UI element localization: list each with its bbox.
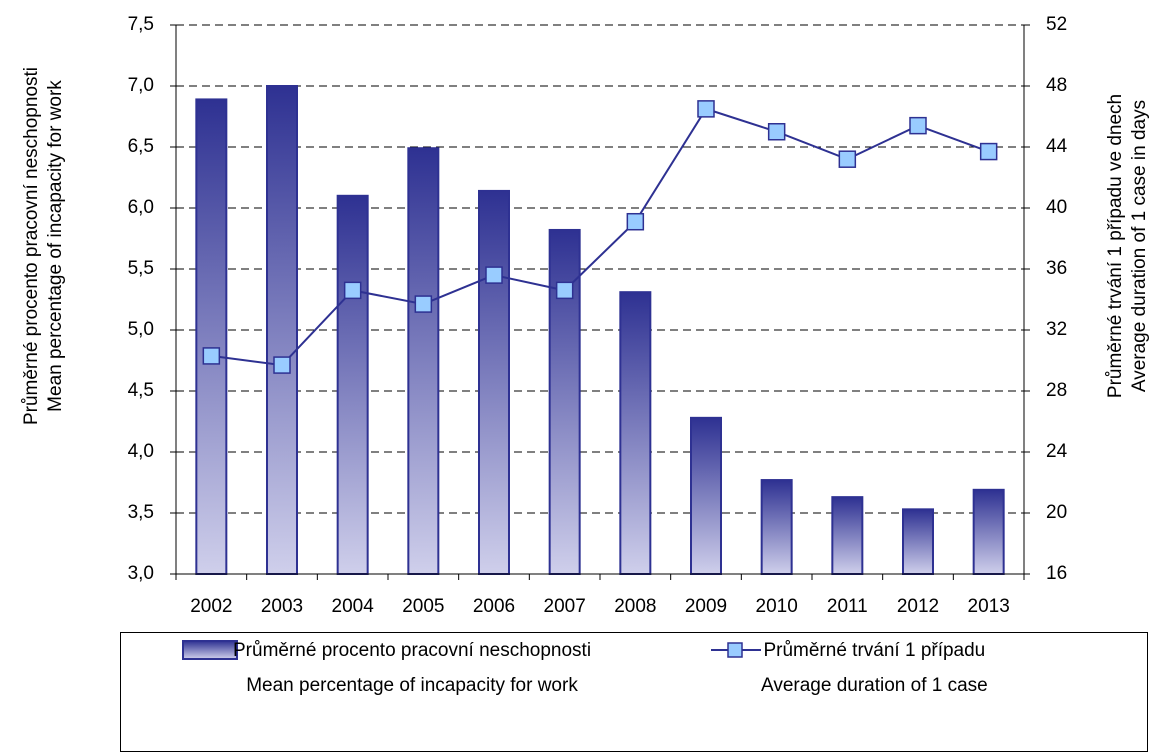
bar bbox=[407, 147, 440, 575]
y2-tick-label: 24 bbox=[1046, 441, 1068, 462]
y-tick-label: 7,5 bbox=[128, 14, 154, 35]
bar bbox=[266, 85, 298, 575]
y2-tick-label: 48 bbox=[1046, 75, 1067, 96]
y-tick-label: 6,5 bbox=[128, 136, 154, 157]
x-tick-label: 2011 bbox=[827, 596, 868, 617]
marker bbox=[485, 266, 503, 284]
y2-tick-label: 20 bbox=[1046, 502, 1067, 523]
y2-tick-label: 40 bbox=[1046, 197, 1067, 218]
y-tick-label: 5,0 bbox=[128, 319, 154, 340]
x-tick-label: 2004 bbox=[332, 596, 375, 617]
marker bbox=[343, 281, 362, 300]
y2-tick-label: 36 bbox=[1046, 258, 1067, 279]
bar bbox=[478, 189, 510, 575]
bar bbox=[548, 228, 581, 576]
bar bbox=[195, 98, 228, 575]
bar bbox=[760, 479, 793, 575]
x-tick-label: 2010 bbox=[756, 596, 798, 617]
marker bbox=[555, 281, 574, 300]
x-tick-label: 2009 bbox=[685, 596, 727, 617]
legend-label: Průměrné procento pracovní neschopnosti … bbox=[233, 640, 592, 696]
y-tick-label: 3,5 bbox=[128, 502, 154, 523]
legend: Průměrné procento pracovní neschopnosti … bbox=[120, 632, 1148, 752]
marker bbox=[838, 150, 857, 168]
marker bbox=[979, 142, 998, 161]
marker bbox=[414, 295, 433, 313]
x-tick-label: 2003 bbox=[261, 596, 303, 617]
marker bbox=[626, 212, 645, 231]
y-tick-label: 5,5 bbox=[128, 258, 154, 279]
y2-axis-title: Průměrné trvání 1 případu ve dnech Avera… bbox=[1105, 93, 1150, 399]
marker bbox=[273, 356, 291, 374]
bar bbox=[972, 488, 1005, 576]
x-tick-label: 2002 bbox=[190, 596, 232, 617]
line bbox=[211, 107, 990, 367]
y2-tick-label: 44 bbox=[1046, 136, 1068, 157]
bar bbox=[619, 291, 652, 575]
marker bbox=[202, 347, 221, 365]
y2-tick-label: 32 bbox=[1046, 319, 1067, 340]
x-tick-label: 2005 bbox=[402, 596, 444, 617]
x-tick-label: 2013 bbox=[968, 596, 1010, 617]
legend-bar-symbol bbox=[182, 640, 238, 660]
legend-label: Průměrné trvání 1 případu Average durati… bbox=[761, 640, 988, 696]
y2-tick-label: 52 bbox=[1046, 14, 1067, 35]
legend-symbols bbox=[182, 640, 761, 660]
y2-tick-label: 16 bbox=[1046, 563, 1067, 584]
marker bbox=[909, 116, 927, 135]
bar bbox=[902, 508, 934, 575]
bar bbox=[831, 496, 864, 576]
y-tick-label: 4,5 bbox=[128, 380, 154, 401]
bar bbox=[336, 194, 369, 576]
legend-marker-symbol bbox=[727, 642, 743, 658]
marker bbox=[697, 100, 715, 118]
y-tick-label: 7,0 bbox=[128, 75, 154, 96]
bar bbox=[690, 416, 722, 575]
x-tick-label: 2006 bbox=[473, 596, 515, 617]
y-axis-title: Průměrné procento pracovní neschopnosti … bbox=[21, 66, 66, 426]
y2-tick-label: 28 bbox=[1046, 380, 1067, 401]
y-tick-label: 4,0 bbox=[128, 441, 154, 462]
x-tick-label: 2008 bbox=[614, 596, 656, 617]
marker bbox=[767, 123, 786, 141]
x-tick-label: 2012 bbox=[897, 596, 939, 617]
x-tick-label: 2007 bbox=[544, 596, 586, 617]
y-tick-label: 3,0 bbox=[128, 563, 154, 584]
y-tick-label: 6,0 bbox=[128, 197, 154, 218]
